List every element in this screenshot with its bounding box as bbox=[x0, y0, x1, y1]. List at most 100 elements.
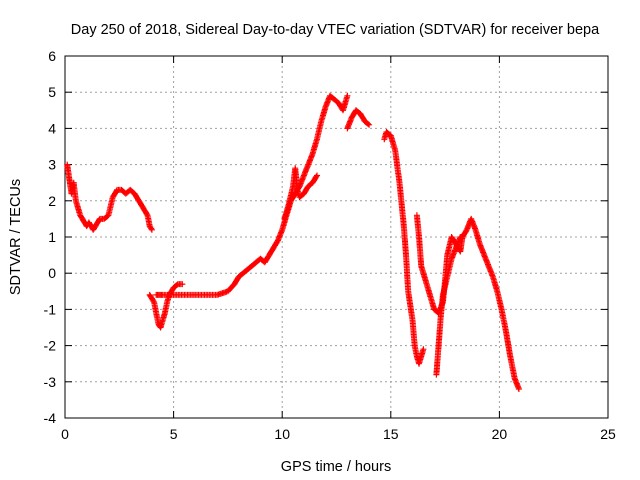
data-point bbox=[435, 315, 444, 349]
data-point bbox=[457, 234, 464, 240]
data-point bbox=[179, 281, 186, 288]
data-points bbox=[64, 92, 522, 392]
data-point bbox=[437, 293, 446, 320]
x-tick-label: 25 bbox=[600, 426, 616, 442]
data-point bbox=[305, 180, 315, 190]
data-point bbox=[409, 317, 418, 347]
x-tick-label: 5 bbox=[170, 426, 178, 442]
data-point bbox=[300, 184, 311, 197]
data-point bbox=[387, 132, 398, 152]
y-tick-label: 2 bbox=[48, 193, 56, 209]
data-point bbox=[344, 92, 351, 99]
data-point bbox=[314, 172, 320, 179]
data-point bbox=[127, 186, 137, 196]
y-tick-label: -1 bbox=[44, 301, 57, 317]
y-tick-label: 0 bbox=[48, 265, 56, 281]
data-point bbox=[361, 118, 371, 127]
data-point bbox=[146, 291, 155, 301]
data-point bbox=[400, 223, 409, 257]
data-point bbox=[507, 353, 518, 380]
data-point bbox=[498, 306, 509, 333]
data-point bbox=[439, 275, 450, 298]
y-tick-label: -2 bbox=[44, 338, 57, 354]
x-tick-label: 0 bbox=[61, 426, 69, 442]
data-point bbox=[240, 267, 250, 277]
data-point bbox=[168, 285, 176, 295]
data-point bbox=[416, 234, 425, 268]
data-point bbox=[140, 205, 150, 218]
y-tick-label: -4 bbox=[44, 410, 57, 426]
x-tick-label: 10 bbox=[274, 426, 290, 442]
data-point bbox=[281, 202, 292, 222]
grid-lines bbox=[65, 56, 608, 418]
data-point bbox=[309, 173, 320, 186]
data-point bbox=[244, 263, 254, 273]
x-tick-label: 15 bbox=[383, 426, 399, 442]
data-point bbox=[135, 197, 146, 210]
data-point bbox=[248, 260, 259, 269]
data-point bbox=[314, 119, 324, 143]
data-point bbox=[296, 191, 306, 201]
data-point bbox=[426, 291, 437, 311]
data-point bbox=[403, 252, 412, 293]
y-tick-label: 6 bbox=[48, 48, 56, 64]
y-tick-label: -3 bbox=[44, 374, 57, 390]
data-point bbox=[366, 121, 373, 128]
data-point bbox=[433, 344, 442, 378]
data-point bbox=[502, 328, 513, 358]
data-point bbox=[161, 300, 170, 316]
y-tick-label: 3 bbox=[48, 157, 56, 173]
data-point bbox=[85, 219, 94, 228]
data-point bbox=[270, 238, 281, 251]
data-point bbox=[148, 295, 157, 304]
data-point bbox=[331, 96, 341, 106]
data-point bbox=[131, 190, 142, 203]
data-point bbox=[420, 346, 427, 353]
data-point bbox=[444, 257, 455, 280]
data-point bbox=[261, 253, 272, 266]
data-point bbox=[383, 129, 393, 138]
data-point bbox=[418, 263, 429, 282]
data-point bbox=[396, 179, 407, 228]
x-tick-label: 20 bbox=[492, 426, 508, 442]
data-point bbox=[292, 165, 301, 192]
chart-title: Day 250 of 2018, Sidereal Day-to-day VTE… bbox=[71, 22, 600, 38]
data-point bbox=[353, 107, 363, 116]
data-point bbox=[413, 212, 422, 239]
data-point bbox=[327, 92, 337, 102]
data-point bbox=[224, 282, 237, 295]
x-axis-label: GPS time / hours bbox=[281, 459, 391, 475]
data-point bbox=[411, 342, 420, 358]
data-point bbox=[489, 273, 500, 293]
y-tick-label: 5 bbox=[48, 84, 56, 100]
data-point bbox=[494, 288, 505, 311]
data-point bbox=[170, 282, 180, 291]
data-point bbox=[309, 137, 320, 157]
data-point bbox=[235, 271, 245, 280]
data-point bbox=[146, 223, 155, 232]
data-point bbox=[285, 184, 296, 208]
data-point bbox=[340, 94, 350, 114]
data-point bbox=[92, 220, 100, 230]
data-point bbox=[422, 277, 433, 297]
data-point bbox=[318, 105, 329, 125]
data-point bbox=[266, 246, 276, 259]
tick-labels: 0 5 10 15 20 25 -4 -3 -2 -1 0 1 2 3 4 5 6 bbox=[44, 48, 616, 442]
data-point bbox=[101, 213, 111, 222]
y-tick-label: 4 bbox=[48, 120, 56, 136]
data-point bbox=[94, 217, 102, 226]
data-point bbox=[392, 147, 403, 185]
y-tick-label: 1 bbox=[48, 229, 56, 245]
data-point bbox=[148, 226, 155, 233]
data-point bbox=[109, 188, 120, 201]
data-point bbox=[90, 224, 98, 233]
data-point bbox=[231, 275, 241, 288]
data-point bbox=[357, 110, 367, 123]
data-point bbox=[515, 386, 522, 392]
data-point bbox=[105, 195, 116, 219]
data-point bbox=[511, 375, 522, 391]
data-point bbox=[472, 226, 483, 246]
data-point bbox=[77, 212, 85, 221]
data-point bbox=[79, 215, 87, 225]
